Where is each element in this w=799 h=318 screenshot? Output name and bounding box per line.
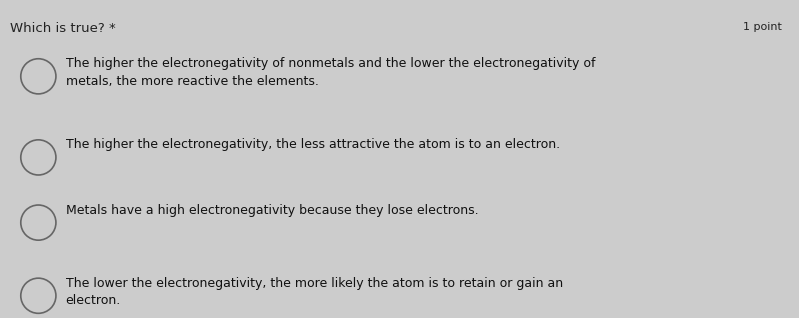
Text: The lower the electronegativity, the more likely the atom is to retain or gain a: The lower the electronegativity, the mor… xyxy=(66,277,562,307)
Text: The higher the electronegativity, the less attractive the atom is to an electron: The higher the electronegativity, the le… xyxy=(66,138,559,151)
Text: Which is true? *: Which is true? * xyxy=(10,22,115,35)
Text: 1 point: 1 point xyxy=(742,22,781,32)
Text: The higher the electronegativity of nonmetals and the lower the electronegativit: The higher the electronegativity of nonm… xyxy=(66,57,595,88)
Text: Metals have a high electronegativity because they lose electrons.: Metals have a high electronegativity bec… xyxy=(66,204,478,217)
